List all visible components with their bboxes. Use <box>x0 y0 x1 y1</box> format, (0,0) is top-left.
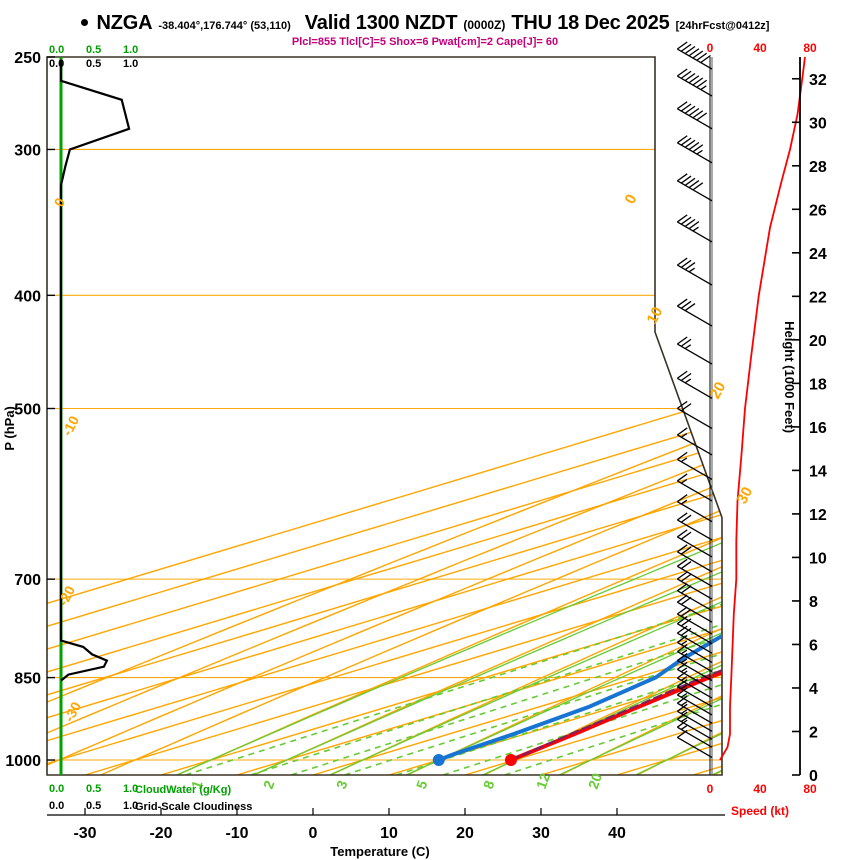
height-tick-4: 4 <box>809 681 818 698</box>
pressure-tick-850: 850 <box>14 671 41 688</box>
sounding-curve-dewpoint <box>436 108 722 762</box>
speed-tick-bottom-0: 0 <box>707 782 714 796</box>
height-tick-32: 32 <box>809 72 827 89</box>
model-run: [24hrFcst@0412z] <box>675 20 770 32</box>
cloudwater-scale-bottom-2: 1.0 <box>123 783 138 795</box>
cloudwater-scale-bottom-0: 0.0 <box>49 783 64 795</box>
cloudiness-scale-top-1: 0.5 <box>86 58 101 70</box>
valid-time: Valid 1300 NZDT <box>304 12 458 34</box>
height-tick-2: 2 <box>809 724 818 741</box>
temperature-tick-40: 40 <box>608 825 626 842</box>
height-tick-28: 28 <box>809 159 827 176</box>
theta-label-30: 30 <box>734 484 757 507</box>
height-tick-30: 30 <box>809 115 827 132</box>
mixing-ratio-label-5: 5 <box>413 778 431 791</box>
height-tick-16: 16 <box>809 420 827 437</box>
temperature-tick--20: -20 <box>149 825 172 842</box>
cloudiness-legend-label: Grid-Scale Cloudiness <box>135 801 253 813</box>
valid-date: THU 18 Dec 2025 <box>511 12 670 34</box>
speed-tick-top-0: 0 <box>707 41 714 55</box>
station-dot-icon <box>80 19 88 26</box>
theta-label-20: 20 <box>707 379 730 402</box>
theta-label-10: 10 <box>644 304 667 327</box>
sounding-stats: Plcl=855 Tlcl[C]=5 Shox=6 Pwat[cm]=2 Cap… <box>291 36 559 48</box>
wind-barb-column <box>676 41 713 775</box>
temperature-tick--30: -30 <box>73 825 96 842</box>
temperature-tick--10: -10 <box>225 825 248 842</box>
mixing-ratio-label-2: 2 <box>260 778 278 791</box>
isotherm-label-0: 0 <box>51 195 69 210</box>
cloudwater-legend: CloudWater (g/Kg) <box>47 784 231 796</box>
cloudwater-scale-top-2: 1.0 <box>123 44 138 56</box>
mixing-ratio-label-20: 20 <box>585 771 605 791</box>
temperature-tick-20: 20 <box>456 825 474 842</box>
speed-tick-top-80: 80 <box>803 41 817 55</box>
height-tick-6: 6 <box>809 637 818 654</box>
height-tick-14: 14 <box>809 463 827 480</box>
cloudwater-legend-label: CloudWater (g/Kg) <box>135 784 232 796</box>
plot-frame <box>46 56 723 776</box>
grid-lines <box>47 57 722 775</box>
cloudwater-scale-bottom-1: 0.5 <box>86 783 101 795</box>
pressure-tick-500: 500 <box>14 402 41 419</box>
surface-temperature-marker <box>504 754 517 767</box>
sounding-curve-temperature <box>509 90 722 762</box>
temperature-tick-10: 10 <box>380 825 398 842</box>
pressure-tick-700: 700 <box>14 572 41 589</box>
pressure-axis-title: P (hPa) <box>2 406 17 451</box>
cloudiness-legend: Grid-Scale Cloudiness <box>47 801 252 813</box>
wind-speed-curve <box>719 56 806 761</box>
speed-tick-top-40: 40 <box>753 41 767 55</box>
height-tick-8: 8 <box>809 594 818 611</box>
surface-dewpoint-marker <box>432 754 445 767</box>
height-tick-10: 10 <box>809 550 827 567</box>
height-tick-20: 20 <box>809 333 827 350</box>
height-tick-0: 0 <box>809 768 818 785</box>
cloudiness-scale-bottom-2: 1.0 <box>123 800 138 812</box>
cloudwater-scale-top-1: 0.5 <box>86 44 101 56</box>
sounding-curve-parcel <box>509 619 722 762</box>
height-tick-26: 26 <box>809 202 827 219</box>
speed-tick-bottom-40: 40 <box>753 782 767 796</box>
mixing-ratio-label-8: 8 <box>480 778 498 791</box>
cloudiness-scale-top-2: 1.0 <box>123 58 138 70</box>
isotherm-label--30: -30 <box>61 699 85 725</box>
height-tick-12: 12 <box>809 507 827 524</box>
pressure-tick-1000: 1000 <box>5 753 41 770</box>
station-coords: -38.404°,176.744° (53,110) <box>158 20 291 32</box>
temperature-tick-0: 0 <box>309 825 318 842</box>
cloudiness-scale-top-0: 0.0 <box>49 58 64 70</box>
cloudiness-scale-bottom-0: 0.0 <box>49 800 64 812</box>
station-name: NZGA <box>96 12 153 34</box>
cloudiness-scale-bottom-1: 0.5 <box>86 800 101 812</box>
temperature-axis-title: Temperature (C) <box>330 844 429 859</box>
valid-utc: (0000Z) <box>463 18 506 32</box>
pressure-tick-400: 400 <box>14 288 41 305</box>
cloudwater-scale-top-0: 0.0 <box>49 44 64 56</box>
pressure-tick-250: 250 <box>14 50 41 67</box>
isotherm-label--20: -20 <box>55 583 79 609</box>
height-axis-title: Height (1000 Feet) <box>782 321 797 433</box>
pressure-tick-300: 300 <box>14 142 41 159</box>
height-tick-22: 22 <box>809 289 827 306</box>
height-tick-18: 18 <box>809 376 827 393</box>
speed-axis-title: Speed (kt) <box>731 804 789 818</box>
theta-label-0: 0 <box>622 192 641 207</box>
temperature-tick-30: 30 <box>532 825 550 842</box>
cloudiness-profile <box>59 61 131 682</box>
mixing-ratio-label-3: 3 <box>333 778 351 791</box>
mixing-ratio-label-12: 12 <box>533 771 553 791</box>
speed-tick-bottom-80: 80 <box>803 782 817 796</box>
height-tick-24: 24 <box>809 246 827 263</box>
header: NZGA -38.404°,176.744° (53,110) Valid 13… <box>0 12 850 38</box>
